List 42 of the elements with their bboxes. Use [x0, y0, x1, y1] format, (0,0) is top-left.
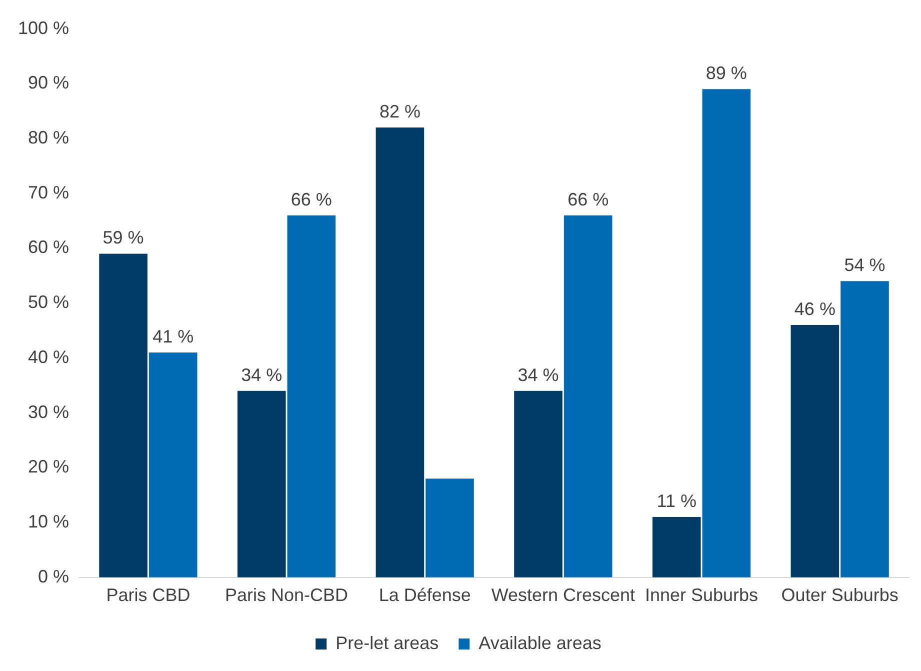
data-label: 89 %	[706, 63, 747, 84]
bar	[426, 478, 474, 578]
x-tick-label: Paris CBD	[106, 585, 190, 606]
y-tick-label: 80 %	[28, 127, 70, 148]
y-tick-label: 20 %	[28, 456, 70, 477]
data-label: 66 %	[290, 189, 332, 210]
y-tick-label: 90 %	[28, 72, 70, 93]
bar	[148, 352, 198, 578]
x-tick-label: Western Crescent	[491, 585, 636, 606]
bar	[287, 215, 336, 578]
data-label: 66 %	[568, 189, 609, 210]
bar	[790, 325, 840, 578]
data-label: 82 %	[379, 102, 420, 122]
y-tick-label: 0 %	[38, 566, 70, 586]
data-label: 11 %	[656, 491, 696, 512]
x-tick-label: La Défense	[378, 585, 471, 606]
data-label: 41 %	[152, 326, 194, 346]
bar	[840, 281, 889, 578]
y-tick-label: 50 %	[28, 292, 70, 312]
bar	[702, 89, 751, 578]
y-tick-label: 40 %	[28, 346, 70, 367]
bar	[376, 128, 424, 578]
data-label: 34 %	[241, 364, 282, 385]
bar	[99, 254, 148, 578]
bar	[652, 517, 701, 578]
data-label: 34 %	[518, 364, 559, 385]
bar	[237, 390, 286, 578]
y-tick-label: 10 %	[28, 512, 70, 532]
y-tick-label: 70 %	[28, 182, 70, 202]
legend-label: Available areas	[478, 632, 602, 653]
x-tick-label: Paris Non-CBD	[225, 585, 348, 606]
bar	[564, 215, 612, 578]
x-tick-label: Outer Suburbs	[781, 585, 898, 606]
y-tick-label: 100 %	[18, 18, 70, 38]
legend-label: Pre-let areas	[336, 632, 439, 653]
y-tick-label: 60 %	[28, 237, 70, 258]
data-label: 54 %	[844, 255, 886, 276]
data-label: 59 %	[102, 228, 144, 248]
data-label: 46 %	[794, 299, 836, 320]
x-tick-label: Inner Suburbs	[644, 585, 758, 606]
bar	[514, 390, 562, 578]
y-tick-label: 30 %	[28, 402, 70, 422]
